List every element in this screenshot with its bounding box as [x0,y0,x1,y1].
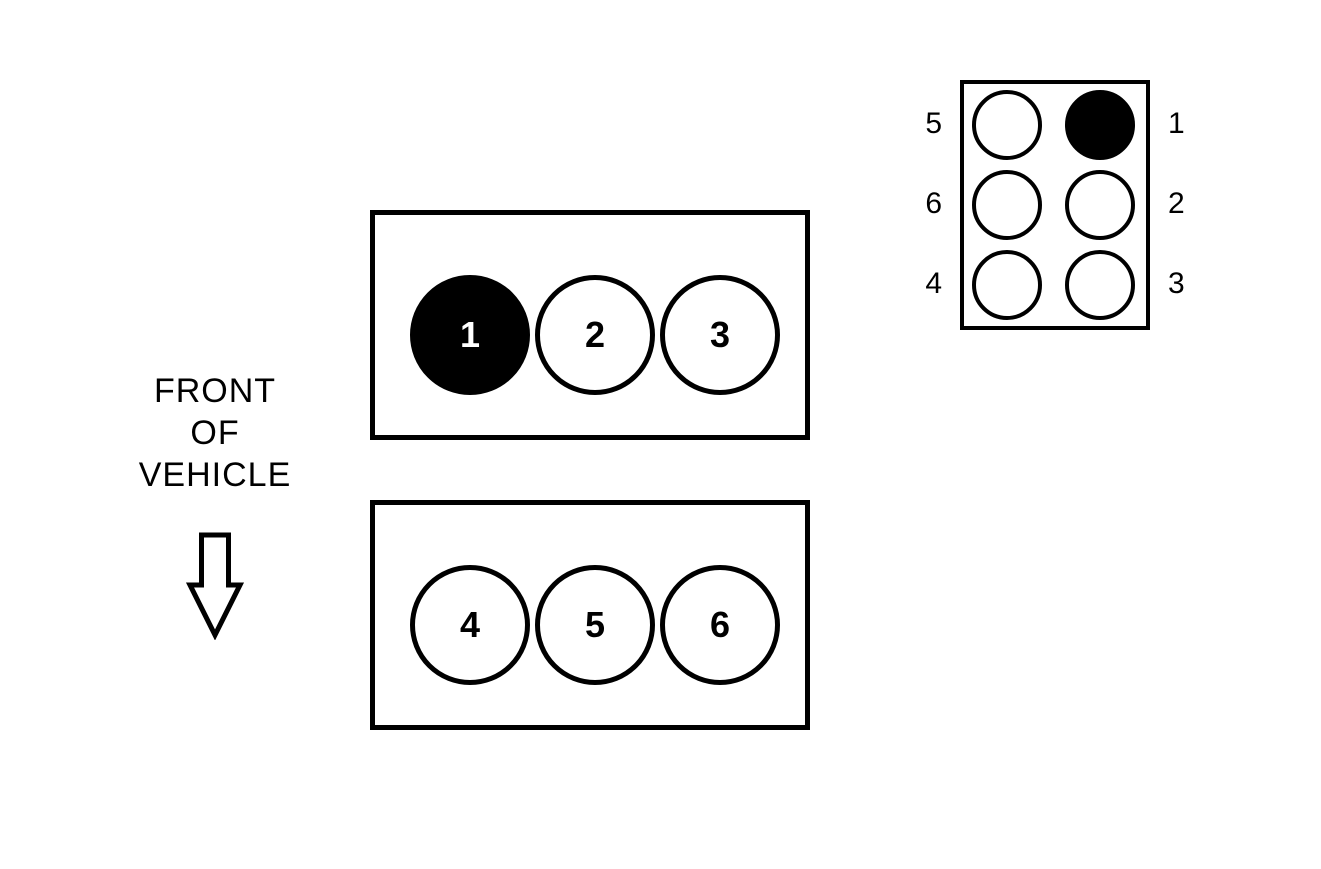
diagram-canvas: FRONTOFVEHICLE 1 2 3 4 5 6 5 1 6 2 4 3 [0,0,1321,869]
cylinder-1: 1 [410,275,530,395]
cylinder-5: 5 [535,565,655,685]
cylinder-4-label: 4 [460,604,480,646]
coil-terminal-label-2: 2 [1168,187,1198,221]
coil-terminal-label-5: 5 [912,107,942,141]
cylinder-6: 6 [660,565,780,685]
cylinder-1-label: 1 [460,314,480,356]
cylinder-2: 2 [535,275,655,395]
cylinder-3-label: 3 [710,314,730,356]
coil-terminal-1 [1065,90,1135,160]
front-label-line: FRONT [105,370,325,412]
coil-terminal-label-6: 6 [912,187,942,221]
coil-terminal-label-3: 3 [1168,267,1198,301]
front-arrow-icon [185,530,245,640]
coil-terminal-label-4: 4 [912,267,942,301]
front-label-line: VEHICLE [105,454,325,496]
coil-terminal-3 [1065,250,1135,320]
front-label-line: OF [105,412,325,454]
cylinder-5-label: 5 [585,604,605,646]
front-of-vehicle-label: FRONTOFVEHICLE [105,370,325,496]
coil-terminal-label-1: 1 [1168,107,1198,141]
coil-terminal-2 [1065,170,1135,240]
coil-terminal-6 [972,170,1042,240]
coil-terminal-4 [972,250,1042,320]
cylinder-2-label: 2 [585,314,605,356]
cylinder-6-label: 6 [710,604,730,646]
cylinder-3: 3 [660,275,780,395]
coil-terminal-5 [972,90,1042,160]
cylinder-4: 4 [410,565,530,685]
